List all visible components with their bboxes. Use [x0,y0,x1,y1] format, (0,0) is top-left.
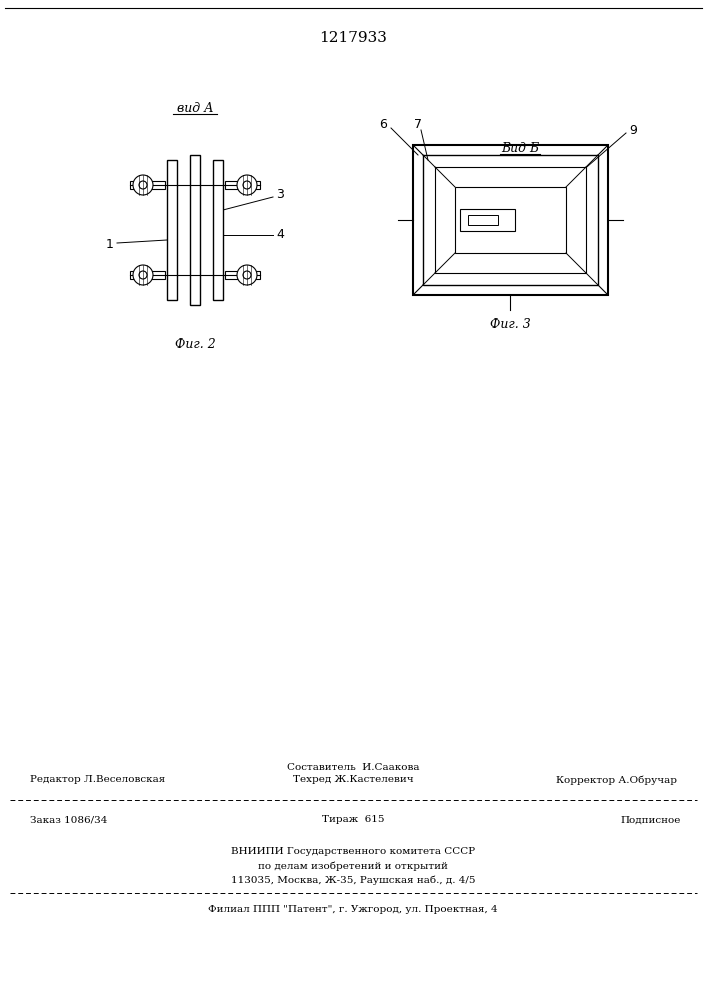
Text: Тираж  615: Тираж 615 [322,816,384,824]
Circle shape [139,271,147,279]
Text: 1: 1 [106,238,114,251]
Text: 1217933: 1217933 [319,31,387,45]
Bar [190,155,200,305]
Bar [468,215,498,225]
Bar [455,187,566,253]
Circle shape [133,175,153,195]
Text: 7: 7 [414,118,422,131]
Circle shape [237,175,257,195]
Circle shape [133,265,153,285]
Bar [130,271,165,279]
Text: ВНИИПИ Государственного комитета СССР: ВНИИПИ Государственного комитета СССР [231,848,475,856]
Text: Техред Ж.Кастелевич: Техред Ж.Кастелевич [293,776,414,784]
Bar [413,145,608,295]
Text: 4: 4 [276,229,284,241]
Circle shape [243,271,251,279]
Text: 113035, Москва, Ж-35, Раушская наб., д. 4/5: 113035, Москва, Ж-35, Раушская наб., д. … [230,875,475,885]
Text: Филиал ППП "Патент", г. Ужгород, ул. Проектная, 4: Филиал ППП "Патент", г. Ужгород, ул. Про… [208,906,498,914]
Circle shape [237,265,257,285]
Text: Подписное: Подписное [620,816,680,824]
Bar [225,181,260,189]
Text: Фиг. 3: Фиг. 3 [490,318,530,332]
Circle shape [139,181,147,189]
Bar [130,181,165,189]
Text: 9: 9 [629,123,637,136]
Bar [435,167,586,273]
Bar [460,209,515,231]
Bar [167,160,177,300]
Text: по делам изобретений и открытий: по делам изобретений и открытий [258,861,448,871]
Text: Редактор Л.Веселовская: Редактор Л.Веселовская [30,776,165,784]
Text: Корректор А.Обручар: Корректор А.Обручар [556,775,677,785]
Text: Фиг. 2: Фиг. 2 [175,338,216,352]
Text: вид А: вид А [177,102,214,114]
Text: Заказ 1086/34: Заказ 1086/34 [30,816,107,824]
Bar [213,160,223,300]
Text: Вид Б: Вид Б [501,141,539,154]
Bar [423,155,598,285]
Circle shape [243,181,251,189]
Text: 3: 3 [276,188,284,202]
Text: 6: 6 [379,118,387,131]
Text: Составитель  И.Саакова: Составитель И.Саакова [287,762,419,772]
Bar [225,271,260,279]
